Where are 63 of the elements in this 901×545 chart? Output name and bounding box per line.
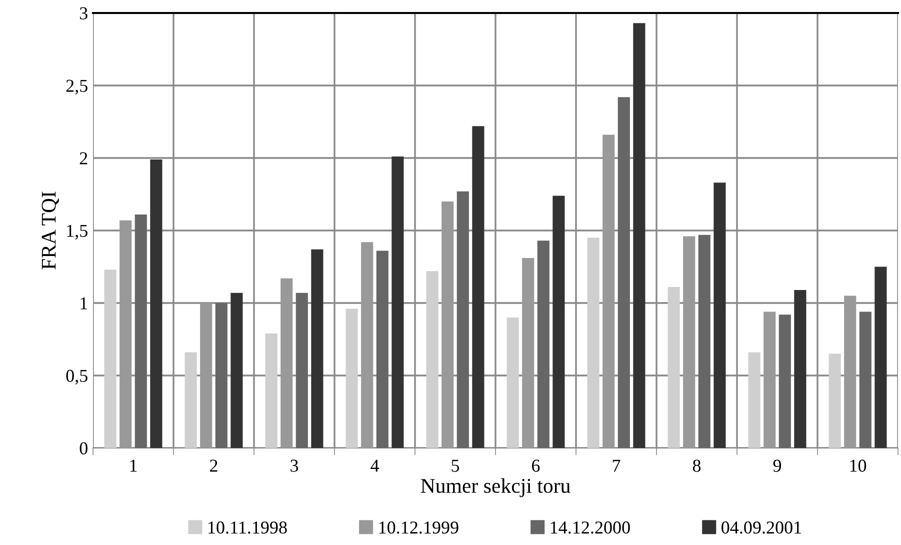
bar [215, 303, 228, 448]
bar [150, 159, 162, 448]
bar [184, 352, 197, 448]
x-tick-label: 1 [130, 460, 137, 472]
bar [633, 23, 646, 448]
bar [764, 312, 776, 448]
x-tick-label: 4 [370, 460, 379, 472]
bar [794, 290, 806, 448]
legend-label: 10.12.1999 [379, 521, 458, 534]
x-axis-title: Numer sekcji toru [420, 478, 570, 498]
y-tick-label: 3 [80, 7, 88, 20]
y-tick-label: 2,5 [66, 80, 88, 95]
bar [296, 292, 308, 448]
legend-label: 10.11.1998 [208, 521, 287, 534]
legend-label: 14.12.2000 [550, 521, 630, 534]
bar [552, 196, 565, 448]
bar [778, 314, 791, 448]
x-tick-label: 9 [773, 460, 782, 472]
x-tick-label: 8 [692, 460, 701, 472]
x-tick-label: 2 [210, 460, 218, 472]
bar [828, 354, 841, 448]
y-tick-label: 1,5 [67, 224, 88, 240]
bar [120, 220, 132, 448]
bar [456, 191, 469, 448]
bar [230, 292, 243, 448]
bar [200, 303, 212, 448]
bar [134, 214, 147, 448]
x-tick-label: 5 [452, 460, 460, 472]
y-tick-label: 0 [80, 442, 88, 454]
bar [361, 242, 374, 448]
y-tick-label: 0,5 [66, 370, 88, 385]
bar [668, 287, 680, 448]
bar [104, 270, 116, 448]
x-tick-label: 7 [612, 460, 620, 472]
bar [859, 312, 872, 448]
bar [442, 202, 454, 448]
bar [618, 97, 630, 448]
bar [280, 278, 293, 448]
bar [874, 266, 887, 448]
x-tick-label: 3 [290, 460, 298, 472]
bar [587, 238, 600, 448]
bar [265, 333, 278, 448]
y-tick-label: 1 [80, 297, 88, 310]
bar [698, 234, 710, 448]
y-tick-label: 2 [80, 152, 88, 164]
bar [311, 249, 324, 448]
bar [602, 134, 615, 448]
bar [537, 240, 550, 448]
bar [346, 308, 358, 448]
bar [844, 296, 856, 448]
bar [392, 156, 404, 448]
y-axis-title: FRA TQI [42, 192, 59, 270]
bar [426, 271, 438, 448]
bar [376, 250, 388, 448]
x-tick-label: 6 [532, 460, 540, 472]
bar [522, 258, 534, 448]
bar [506, 318, 519, 448]
bar [714, 182, 726, 448]
x-tick-label: 10 [850, 460, 866, 472]
legend-label: 04.09.2001 [722, 521, 802, 534]
bar [683, 236, 696, 448]
bar [472, 126, 484, 448]
bar [748, 352, 760, 448]
